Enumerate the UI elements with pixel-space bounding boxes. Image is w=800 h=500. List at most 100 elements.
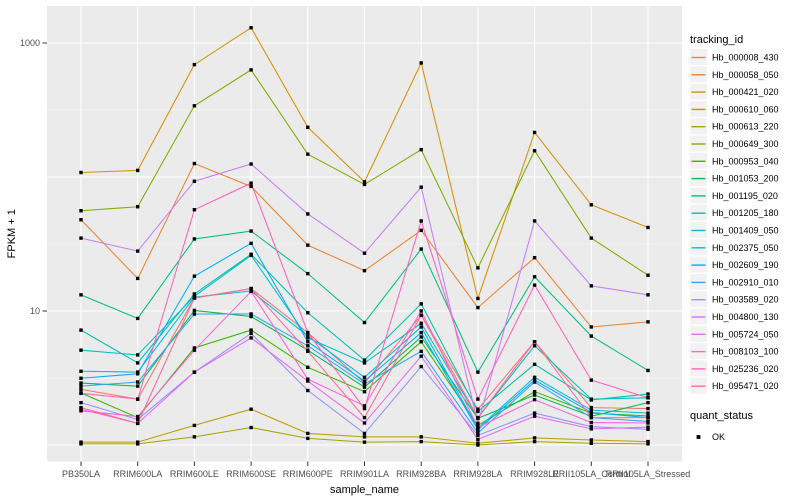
data-point [589,334,593,338]
legend-item-label: Hb_000649_300 [712,139,779,149]
data-point [476,423,480,428]
data-point [249,331,253,336]
data-point [79,293,83,297]
data-point [646,392,650,396]
data-point [532,130,537,135]
data-point [532,149,537,153]
data-point [419,439,423,444]
legend-item-label: Hb_000058_050 [712,70,779,80]
data-point [306,125,310,129]
data-point [136,442,140,446]
data-point [362,385,367,389]
data-point [306,336,310,340]
data-point [136,414,140,419]
data-point [249,328,253,332]
x-tick-label: RRIM600PE [283,469,333,479]
data-point [532,436,537,440]
data-point [306,212,310,216]
data-point [646,442,650,446]
legend-item-label: Hb_001195_020 [712,191,778,201]
data-point [646,320,650,324]
legend-title-quant-status: quant_status [690,410,753,422]
data-point [79,384,83,388]
data-point [476,415,480,420]
data-point [306,349,310,354]
x-tick-label: RRIM928LE [510,469,559,479]
data-point [249,289,253,294]
legend-ok-marker [696,435,701,439]
data-point [192,208,197,212]
data-point [589,408,593,412]
data-point [136,361,140,365]
data-point [306,365,310,370]
data-point [646,415,650,420]
data-point [419,247,423,251]
data-point [362,431,367,436]
data-point [419,335,423,339]
data-point [589,236,593,240]
data-point [79,209,83,213]
data-point [532,439,537,444]
data-point [249,184,253,189]
data-point [192,435,197,439]
data-point [362,251,367,255]
x-tick-label: RRIM928BA [396,469,446,479]
data-point [136,316,140,321]
legend-ok-label: OK [712,432,725,442]
data-point [646,293,650,297]
data-point [136,205,140,209]
data-point [476,421,480,426]
data-point [646,411,650,415]
data-point [79,348,83,352]
data-point [646,396,650,400]
data-point [589,441,593,445]
data-point [362,379,367,383]
data-point [249,286,253,291]
data-point [476,431,480,435]
data-point [306,377,310,381]
legend-item-label: Hb_025236_020 [712,364,779,374]
data-point [79,369,83,373]
data-point [306,379,310,383]
data-point [476,407,480,411]
data-point [136,276,140,281]
data-point [249,336,253,340]
data-point [476,409,480,414]
data-point [362,415,367,420]
data-point [362,358,367,362]
data-point [419,309,423,313]
data-point [192,312,197,316]
data-point [249,314,253,319]
data-point [419,219,423,223]
data-point [419,340,423,344]
data-point [419,147,423,152]
x-axis-title: sample_name [330,484,399,496]
data-point [532,397,537,402]
data-point [79,328,83,332]
legend-item-label: Hb_002375_050 [712,243,779,253]
legend-item-label: Hb_002609_190 [712,260,779,270]
data-point [362,382,367,386]
legend-item-label: Hb_003589_020 [712,295,779,305]
data-point [79,381,83,385]
data-point [192,346,197,350]
data-point [646,414,650,418]
data-point [362,435,367,439]
data-point [476,443,480,447]
data-point [532,411,537,415]
data-point [362,389,367,394]
data-point [419,354,423,358]
data-point [362,421,367,425]
data-point [646,427,650,431]
x-tick-label: RRIM600LA [113,469,162,479]
data-point [192,104,197,108]
data-point [192,237,197,241]
legend-item-label: Hb_004800_130 [712,312,779,322]
data-point [646,273,650,277]
x-tick-label: RRIM928LA [453,469,502,479]
data-point [136,168,140,173]
data-point [646,406,650,411]
data-point [589,284,593,288]
data-point [532,393,537,397]
